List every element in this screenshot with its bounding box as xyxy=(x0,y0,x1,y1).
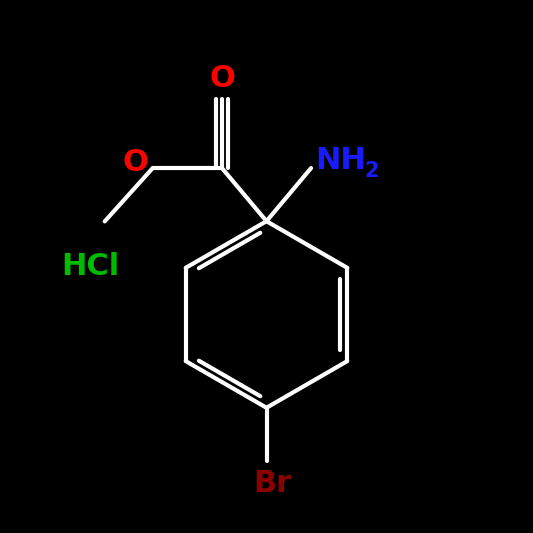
Text: Br: Br xyxy=(253,470,291,498)
Text: O: O xyxy=(209,64,235,93)
Text: 2: 2 xyxy=(364,161,378,181)
Text: HCl: HCl xyxy=(61,252,120,281)
Text: NH: NH xyxy=(315,146,366,175)
Text: O: O xyxy=(123,148,149,177)
